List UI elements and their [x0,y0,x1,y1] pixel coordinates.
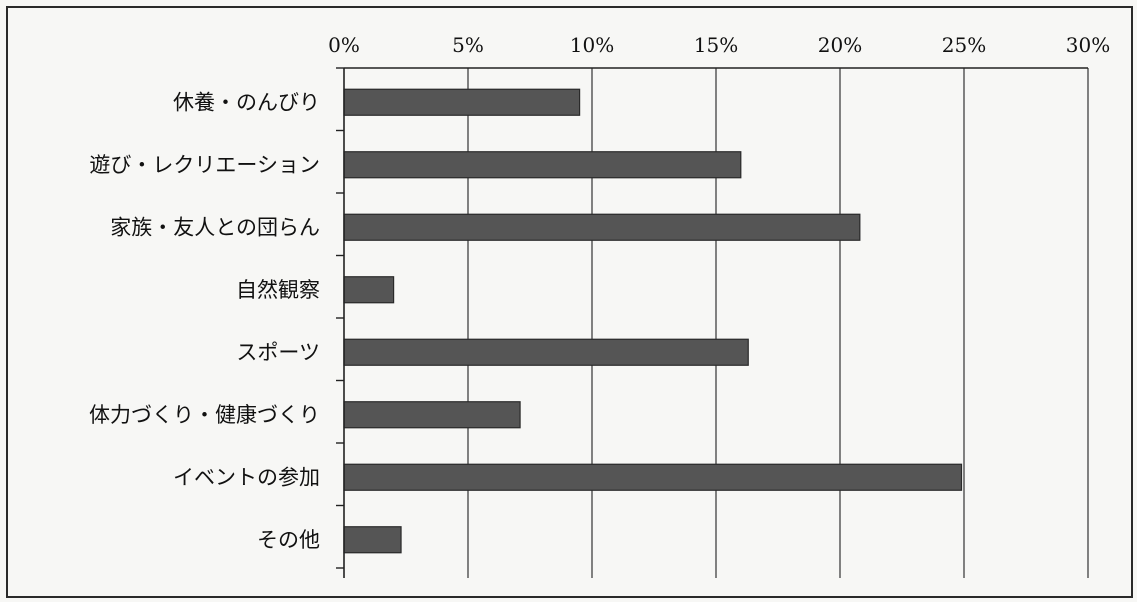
category-label: 休養・のんびり [173,90,320,114]
x-tick-label: 15% [694,33,738,57]
x-tick-label: 25% [942,33,986,57]
bar [343,526,402,554]
category-label: 体力づくり・健康づくり [89,403,320,427]
bar [343,213,861,241]
x-tick-label: 10% [570,33,614,57]
x-tick-label: 30% [1066,33,1110,57]
x-tick-label: 20% [818,33,862,57]
category-label: 遊び・レクリエーション [89,153,320,177]
axis: 0% 5% 10% 15% 20% 25% 30% [328,33,1110,578]
chart-frame [6,6,1133,598]
category-label: スポーツ [236,340,320,364]
bar [343,88,581,116]
bar [343,401,521,429]
category-label: 家族・友人との団らん [110,215,320,239]
bars [343,88,963,554]
bar [343,151,742,179]
bar [343,338,749,366]
gridlines [467,68,1089,578]
x-tick-label: 5% [452,33,484,57]
labels: 休養・のんびり遊び・レクリエーション家族・友人との団らん自然観察スポーツ体力づく… [89,90,320,552]
x-tick-label: 0% [328,33,360,57]
category-label: その他 [257,528,320,552]
category-label: 自然観察 [236,278,320,302]
bar [343,463,963,491]
bar [343,276,395,304]
category-label: イベントの参加 [173,465,320,489]
